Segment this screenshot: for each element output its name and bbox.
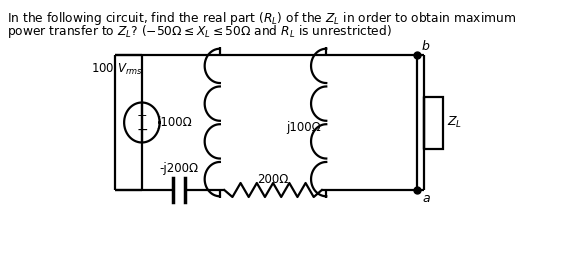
Text: b: b bbox=[422, 40, 430, 53]
Text: j100Ω: j100Ω bbox=[286, 121, 321, 134]
Text: $Z_L$: $Z_L$ bbox=[447, 115, 462, 130]
Text: −: − bbox=[136, 123, 148, 136]
Text: 100 $V_{rms}$: 100 $V_{rms}$ bbox=[91, 61, 143, 77]
Text: j100Ω: j100Ω bbox=[157, 116, 191, 129]
Text: 200Ω: 200Ω bbox=[258, 173, 289, 186]
FancyBboxPatch shape bbox=[424, 96, 443, 148]
Text: -j200Ω: -j200Ω bbox=[160, 162, 199, 175]
Text: +: + bbox=[136, 109, 147, 122]
Text: a: a bbox=[422, 192, 430, 205]
Text: In the following circuit, find the real part ($R_L$) of the $Z_L$ in order to ob: In the following circuit, find the real … bbox=[7, 10, 516, 27]
Text: power transfer to $Z_L$? ($-50\Omega \leq X_L \leq 50\Omega$ and $R_L$ is unrest: power transfer to $Z_L$? ($-50\Omega \le… bbox=[7, 23, 392, 40]
